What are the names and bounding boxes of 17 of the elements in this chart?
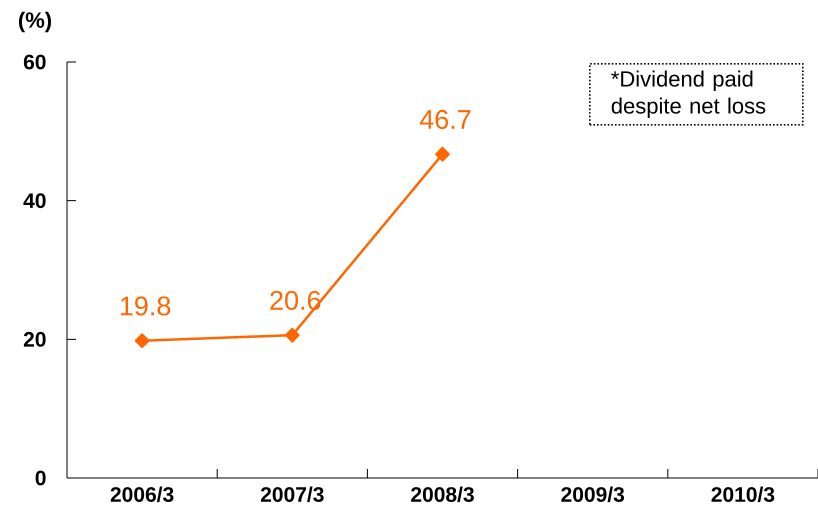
point [134, 333, 150, 348]
y-tick-label: 20 [24, 332, 46, 347]
x-tick-label: 2008/3 [411, 486, 474, 502]
x-tick-label: 2007/3 [260, 486, 324, 502]
y-tick-label: 60 [24, 54, 46, 70]
point [435, 146, 450, 162]
data-label: 20.6 [270, 290, 320, 310]
y-axis-title: (%) [18, 12, 52, 32]
annotation: *Dividend paid despite net loss [611, 70, 766, 118]
x-tick-label: 2006/3 [110, 486, 174, 502]
x-tick-label: 2009/3 [561, 486, 624, 502]
x-tick-label: 2010/3 [712, 486, 774, 502]
y-tick-label: 40 [23, 193, 46, 208]
y-tick-label: 0 [36, 470, 46, 486]
data-label: 19.8 [120, 296, 170, 316]
point [284, 328, 300, 343]
data-label: 46.7 [420, 110, 470, 130]
